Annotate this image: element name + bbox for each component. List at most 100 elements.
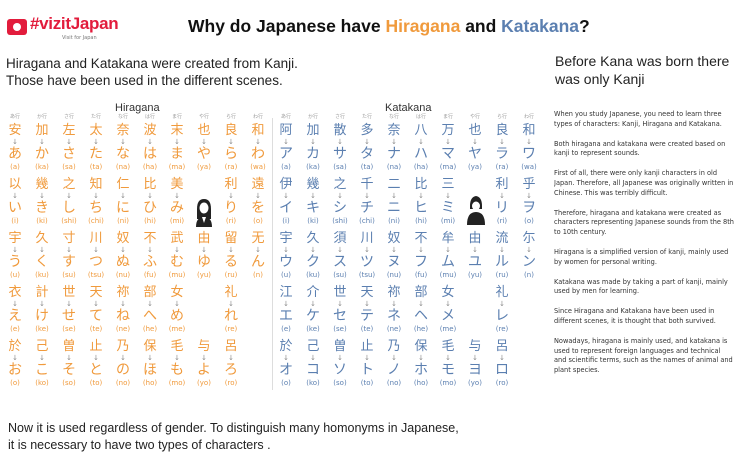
katakana-source-kanji: 奈 xyxy=(387,123,401,138)
hiragana-character: む xyxy=(170,254,184,270)
hiragana-romaji: (nu) xyxy=(115,271,131,279)
katakana-character: ワ xyxy=(522,146,536,162)
hiragana-character: き xyxy=(35,200,49,216)
down-arrow-icon: ↓ xyxy=(12,138,18,146)
katakana-source-kanji: 散 xyxy=(333,123,347,138)
hiragana-character: や xyxy=(197,146,211,162)
hiragana-romaji: (ne) xyxy=(115,325,131,333)
hiragana-source-kanji: 計 xyxy=(35,285,49,300)
katakana-character: セ xyxy=(333,308,347,324)
katakana-column-head: ら行 xyxy=(496,114,507,120)
down-arrow-icon: ↓ xyxy=(93,138,99,146)
katakana-romaji: (ro) xyxy=(495,379,509,387)
down-arrow-icon: ↓ xyxy=(364,354,370,362)
katakana-character: ム xyxy=(441,254,455,270)
katakana-character: ニ xyxy=(387,200,401,216)
hiragana-source-kanji: 武 xyxy=(170,231,184,246)
down-arrow-icon: ↓ xyxy=(445,138,451,146)
katakana-source-kanji: 也 xyxy=(468,123,482,138)
logo[interactable]: #vizitJapan Visit for Japan xyxy=(6,12,126,48)
down-arrow-icon: ↓ xyxy=(283,192,289,200)
down-arrow-icon: ↓ xyxy=(445,300,451,308)
hiragana-character: ぬ xyxy=(116,254,130,270)
hiragana-column-head: や行 xyxy=(198,114,209,120)
hiragana-column-head: は行 xyxy=(144,114,155,120)
hiragana-character: す xyxy=(62,254,76,270)
katakana-source-kanji: 止 xyxy=(360,339,374,354)
down-arrow-icon: ↓ xyxy=(310,300,316,308)
down-arrow-icon: ↓ xyxy=(174,300,180,308)
hiragana-character: つ xyxy=(89,254,103,270)
katakana-character: ノ xyxy=(387,362,401,378)
katakana-character: ホ xyxy=(414,362,428,378)
hiragana-label: Hiragana xyxy=(115,102,160,114)
katakana-character: ネ xyxy=(387,308,401,324)
hiragana-romaji: (ni) xyxy=(117,217,129,225)
katakana-character: ヨ xyxy=(468,362,482,378)
hiragana-source-kanji: 也 xyxy=(197,123,211,138)
katakana-character: ヲ xyxy=(522,200,536,216)
hiragana-character: に xyxy=(116,200,130,216)
hiragana-character: め xyxy=(170,308,184,324)
hiragana-source-kanji: 久 xyxy=(35,231,49,246)
down-arrow-icon: ↓ xyxy=(418,138,424,146)
katakana-character: ク xyxy=(306,254,320,270)
hiragana-romaji: (ri) xyxy=(225,217,237,225)
katakana-character: フ xyxy=(414,254,428,270)
bottom-line-1: Now it is used regardless of gender. To … xyxy=(8,421,459,435)
hiragana-character: わ xyxy=(251,146,265,162)
hiragana-source-kanji: 波 xyxy=(143,123,157,138)
katakana-character: タ xyxy=(360,146,374,162)
down-arrow-icon: ↓ xyxy=(39,138,45,146)
down-arrow-icon: ↓ xyxy=(147,246,153,254)
katakana-source-kanji: 乎 xyxy=(522,177,536,192)
katakana-source-kanji: 和 xyxy=(522,123,536,138)
katakana-source-kanji: 川 xyxy=(360,231,374,246)
down-arrow-icon: ↓ xyxy=(66,354,72,362)
katakana-romaji: (hi) xyxy=(415,217,427,225)
katakana-romaji: (chi) xyxy=(359,217,375,225)
hiragana-romaji: (ru) xyxy=(224,271,238,279)
hiragana-source-kanji: 和 xyxy=(251,123,265,138)
hiragana-source-kanji: 保 xyxy=(143,339,157,354)
down-arrow-icon: ↓ xyxy=(66,300,72,308)
katakana-romaji: (ka) xyxy=(306,163,320,171)
down-arrow-icon: ↓ xyxy=(445,192,451,200)
hiragana-character: せ xyxy=(62,308,76,324)
katakana-source-kanji: 世 xyxy=(333,285,347,300)
katakana-romaji: (wa) xyxy=(521,163,537,171)
katakana-character: レ xyxy=(495,308,509,324)
katakana-romaji: (nu) xyxy=(386,271,402,279)
down-arrow-icon: ↓ xyxy=(283,138,289,146)
down-arrow-icon: ↓ xyxy=(174,138,180,146)
down-arrow-icon: ↓ xyxy=(418,246,424,254)
down-arrow-icon: ↓ xyxy=(39,246,45,254)
hiragana-romaji: (i) xyxy=(11,217,19,225)
down-arrow-icon: ↓ xyxy=(310,192,316,200)
katakana-character: ソ xyxy=(333,362,347,378)
logo-text: #vizitJapan xyxy=(30,14,119,33)
katakana-source-kanji: 礼 xyxy=(495,285,509,300)
katakana-romaji: (ru) xyxy=(495,271,509,279)
down-arrow-icon: ↓ xyxy=(283,354,289,362)
intro-text: Hiragana and Katakana were created from … xyxy=(6,55,298,89)
hiragana-romaji: (se) xyxy=(62,325,76,333)
torii-flag-icon xyxy=(7,19,27,35)
katakana-source-kanji: 天 xyxy=(360,285,374,300)
hiragana-character: み xyxy=(170,200,184,216)
katakana-romaji: (su) xyxy=(333,271,347,279)
hiragana-source-kanji: 不 xyxy=(143,231,157,246)
hiragana-source-kanji: 奈 xyxy=(116,123,130,138)
hiragana-column-head: か行 xyxy=(36,114,47,120)
katakana-romaji: (fu) xyxy=(414,271,428,279)
down-arrow-icon: ↓ xyxy=(93,354,99,362)
hiragana-character: ほ xyxy=(143,362,157,378)
down-arrow-icon: ↓ xyxy=(228,246,234,254)
hiragana-character: え xyxy=(8,308,22,324)
hiragana-romaji: (mu) xyxy=(168,271,186,279)
down-arrow-icon: ↓ xyxy=(228,300,234,308)
hiragana-romaji: (ke) xyxy=(35,325,49,333)
hiragana-source-kanji: 仁 xyxy=(116,177,130,192)
katakana-column-head: わ行 xyxy=(523,114,534,120)
sidebar-paragraph: When you study Japanese, you need to lea… xyxy=(554,110,722,128)
